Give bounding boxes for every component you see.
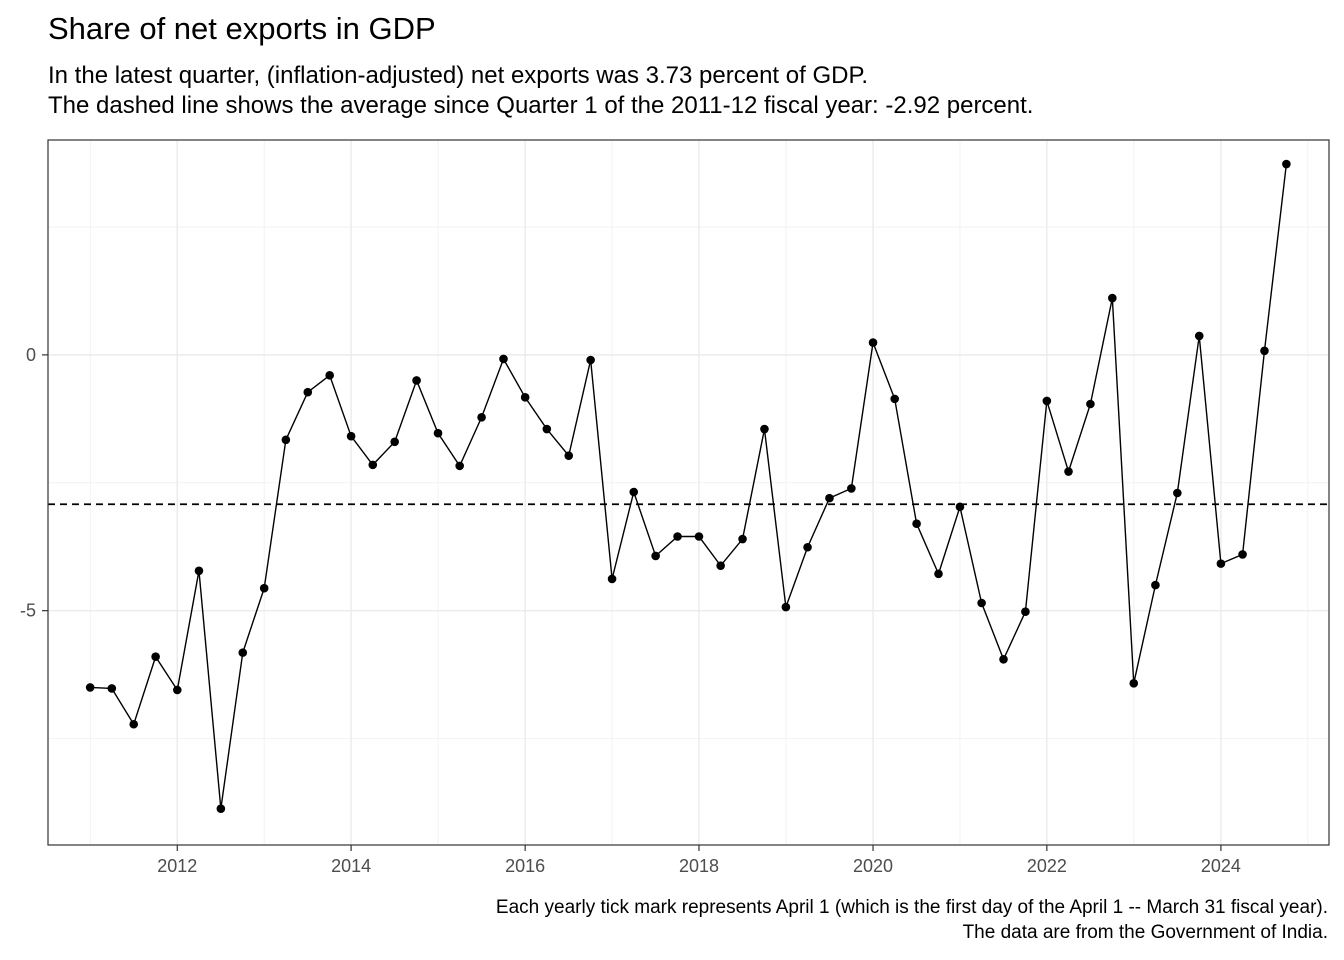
data-point <box>368 460 378 470</box>
data-point <box>1194 331 1204 341</box>
data-point <box>955 502 965 512</box>
data-point <box>607 574 617 584</box>
x-tick-label: 2020 <box>853 856 893 876</box>
x-tick-label: 2024 <box>1201 856 1241 876</box>
data-point <box>934 569 943 579</box>
data-point <box>1151 580 1160 590</box>
data-point <box>716 561 725 570</box>
data-point <box>1064 467 1073 476</box>
data-point <box>477 412 486 422</box>
data-point <box>325 371 334 380</box>
data-point <box>107 684 117 693</box>
data-point <box>890 394 899 404</box>
data-point <box>912 519 921 529</box>
y-tick-label: 0 <box>26 345 36 365</box>
data-point <box>651 551 660 561</box>
x-tick-label: 2012 <box>157 856 197 876</box>
data-point <box>999 654 1008 664</box>
chart-subtitle-line-1: In the latest quarter, (inflation-adjust… <box>48 62 869 89</box>
panel-border <box>47 139 1330 846</box>
chart-title: Share of net exports in GDP <box>48 11 436 46</box>
data-point <box>673 532 682 541</box>
series-layer <box>85 159 1291 813</box>
chart-caption-line-2: The data are from the Government of Indi… <box>962 922 1328 943</box>
axes: 2012 2014 2016 2018 2020 2022 2024 0 -5 <box>20 345 1241 876</box>
data-point <box>390 437 399 447</box>
data-point <box>694 532 704 541</box>
data-point <box>455 461 464 471</box>
data-point <box>412 376 421 385</box>
data-point <box>499 354 508 364</box>
data-point <box>586 355 595 365</box>
data-point <box>85 683 95 692</box>
data-point <box>977 598 986 608</box>
data-point <box>1260 346 1269 356</box>
data-point <box>1216 559 1226 568</box>
grid <box>48 140 1329 845</box>
data-point <box>1086 399 1095 409</box>
data-point <box>542 424 552 434</box>
data-point <box>172 685 182 695</box>
data-point <box>1021 607 1030 617</box>
data-point <box>151 652 160 662</box>
data-point <box>520 393 530 402</box>
data-point <box>825 493 834 503</box>
data-point <box>760 424 769 434</box>
data-point <box>281 435 291 445</box>
data-point <box>129 719 139 729</box>
data-point <box>303 387 313 397</box>
data-point <box>1282 159 1291 169</box>
data-point <box>781 602 791 612</box>
data-point <box>216 804 226 813</box>
data-point <box>1173 488 1182 498</box>
chart-caption-line-1: Each yearly tick mark represents April 1… <box>495 897 1328 918</box>
x-tick-label: 2018 <box>679 856 719 876</box>
data-point <box>1042 396 1052 406</box>
x-tick-label: 2014 <box>331 856 371 876</box>
data-point <box>238 648 248 657</box>
data-point <box>564 451 574 460</box>
data-point <box>259 583 269 593</box>
plot-frame <box>47 139 1330 846</box>
x-tick-label: 2016 <box>505 856 545 876</box>
data-point <box>868 338 878 347</box>
data-point <box>629 487 639 497</box>
chart-subtitle-line-2: The dashed line shows the average since … <box>48 92 1034 119</box>
series-line <box>90 163 1288 809</box>
data-point <box>1238 550 1247 559</box>
y-tick-label: -5 <box>20 601 36 621</box>
data-point <box>194 566 204 576</box>
data-point <box>803 542 812 552</box>
data-point <box>346 431 356 441</box>
data-point <box>1129 679 1139 688</box>
data-point <box>433 428 443 438</box>
data-point <box>738 534 747 544</box>
x-tick-label: 2022 <box>1027 856 1067 876</box>
data-point <box>847 484 856 493</box>
data-point <box>1108 293 1117 303</box>
